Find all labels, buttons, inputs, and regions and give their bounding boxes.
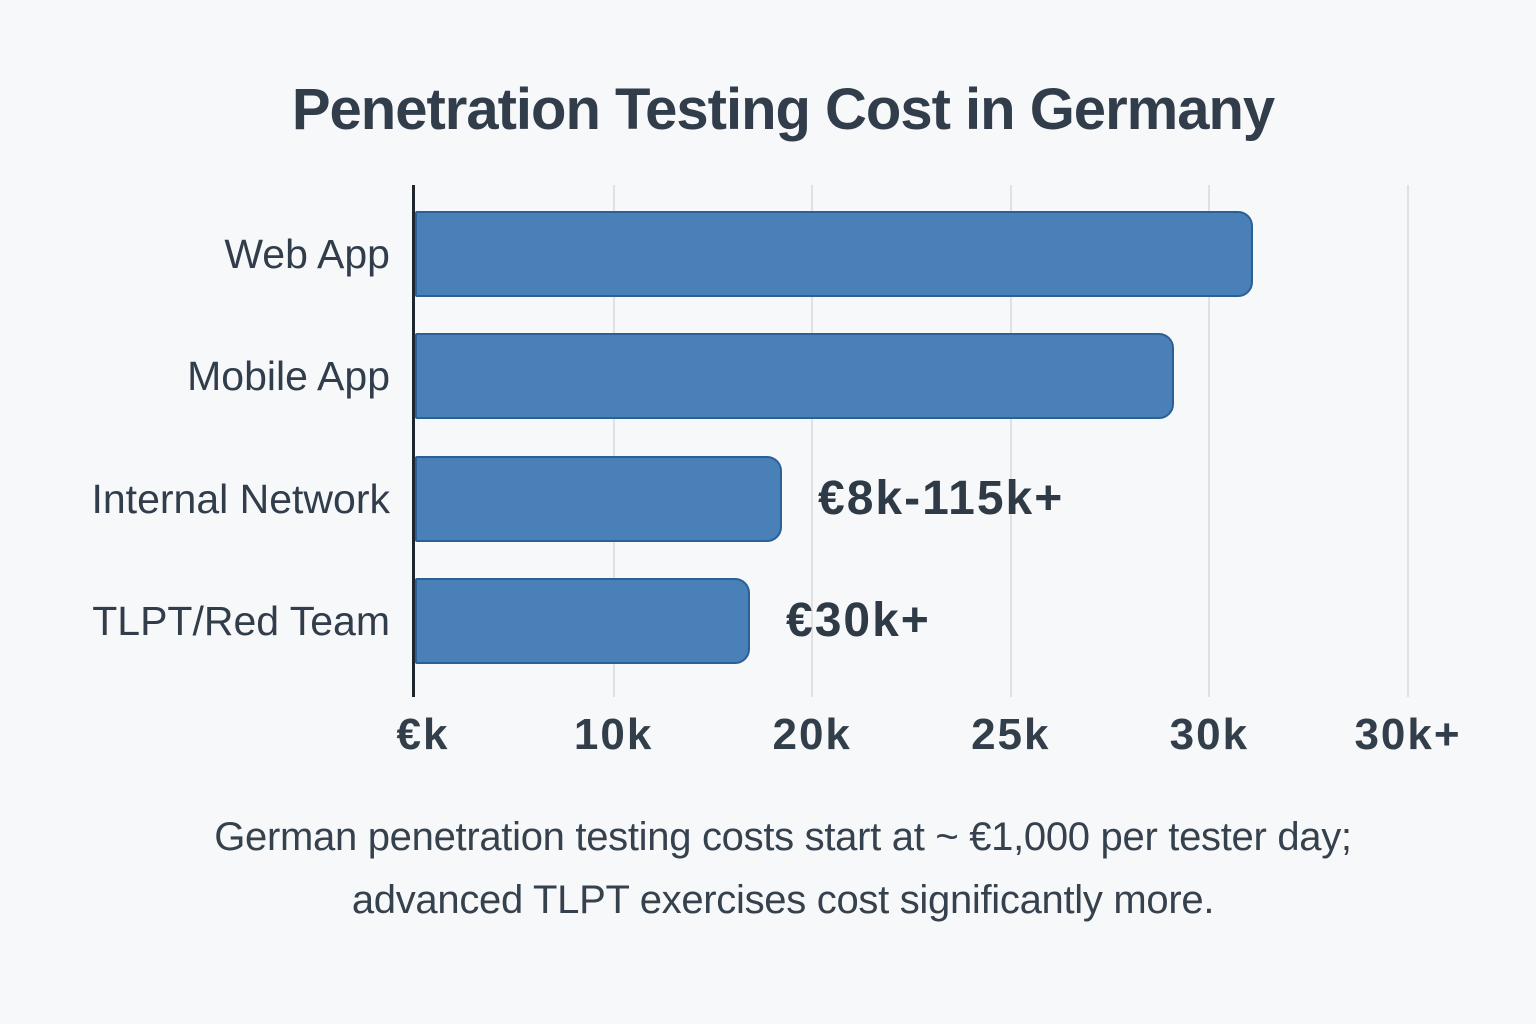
category-label-mobile-app: Mobile App [187, 353, 390, 399]
x-tick-label-10k: 10k [573, 710, 654, 759]
x-tick-label-25k: 25k [971, 710, 1051, 759]
bar-tlpt-red-team [415, 578, 750, 664]
bar-internal-network [415, 456, 782, 542]
bar-annotation-internal-network: €8k-115k+ [818, 472, 1065, 525]
category-label-internal-network: Internal Network [91, 476, 390, 522]
bar-web-app [415, 211, 1253, 297]
x-tick-label-20k: 20k [772, 710, 852, 759]
gridline [1407, 185, 1409, 697]
chart-caption: German penetration testing costs start a… [30, 806, 1536, 932]
page-title: Penetration Testing Cost in Germany [291, 77, 1275, 142]
gridline [811, 185, 814, 697]
x-tick-label-30k: 30k [1169, 710, 1250, 759]
gridline [1009, 185, 1012, 697]
x-tick-label-k: €k [396, 710, 450, 759]
x-tick-label-30k: 30k+ [1354, 710, 1462, 759]
bar-annotation-tlpt-red-team: €30k+ [786, 594, 931, 647]
bar-mobile-app [415, 333, 1174, 419]
gridline [1208, 185, 1211, 697]
caption-line-2: advanced TLPT exercises cost significant… [351, 878, 1215, 922]
category-label-web-app: Web App [224, 231, 390, 277]
caption-line-1: German penetration testing costs start a… [214, 815, 1352, 859]
gridline [612, 185, 615, 697]
category-label-tlpt-red-team: TLPT/Red Team [92, 598, 390, 644]
y-axis-line [412, 185, 415, 697]
